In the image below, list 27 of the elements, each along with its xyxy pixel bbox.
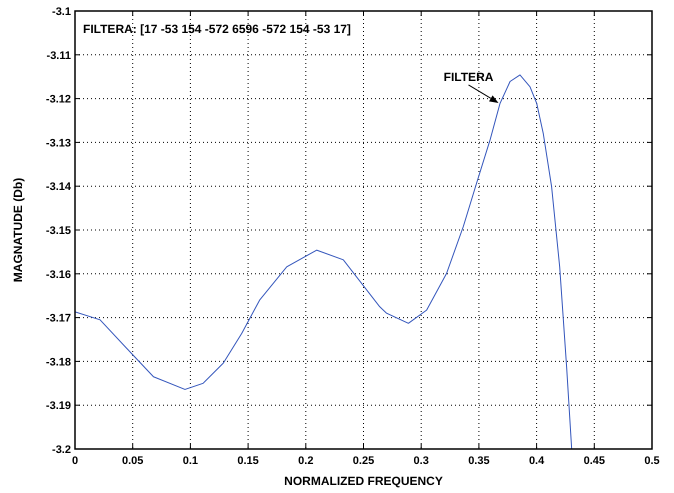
y-tick-label: -3.1: [52, 6, 71, 18]
x-tick-label: 0.5: [644, 455, 660, 467]
line-series: [75, 74, 572, 449]
y-tick-label: -3.12: [46, 94, 71, 106]
y-tick-label: -3.13: [46, 137, 71, 150]
y-tick-label: -3.14: [46, 181, 72, 194]
x-tick-label: 0.4: [528, 455, 546, 467]
y-tick-label: -3.19: [46, 400, 71, 412]
x-tick-label: 0.15: [237, 455, 259, 467]
y-tick-label: -3.17: [46, 312, 71, 325]
y-tick-label: -3.2: [52, 444, 71, 456]
x-axis-title: NORMALIZED FREQUENCY: [284, 474, 443, 488]
x-tick-label: 0.25: [352, 455, 374, 467]
x-tick-label: 0.35: [468, 455, 490, 467]
x-tick-label: 0.05: [122, 455, 144, 467]
y-tick-label: -3.15: [46, 225, 71, 237]
text: FILTERA: [17 -53 154 -572 6596 -572 154 -53 17]: [83, 22, 351, 36]
annotation: FILTERA: [444, 70, 494, 84]
x-tick-label: 0.3: [414, 455, 429, 467]
y-tick-label: -3.11: [46, 50, 71, 62]
y-axis-title: MAGNATUDE (Db): [11, 178, 25, 282]
y-tick-label: -3.18: [46, 356, 71, 368]
x-tick-label: 0.2: [298, 455, 314, 467]
x-tick-label: 0: [72, 455, 78, 467]
x-tick-label: 0.1: [182, 455, 198, 467]
y-tick-label: -3.16: [46, 268, 71, 281]
x-tick-label: 0.45: [584, 455, 606, 467]
